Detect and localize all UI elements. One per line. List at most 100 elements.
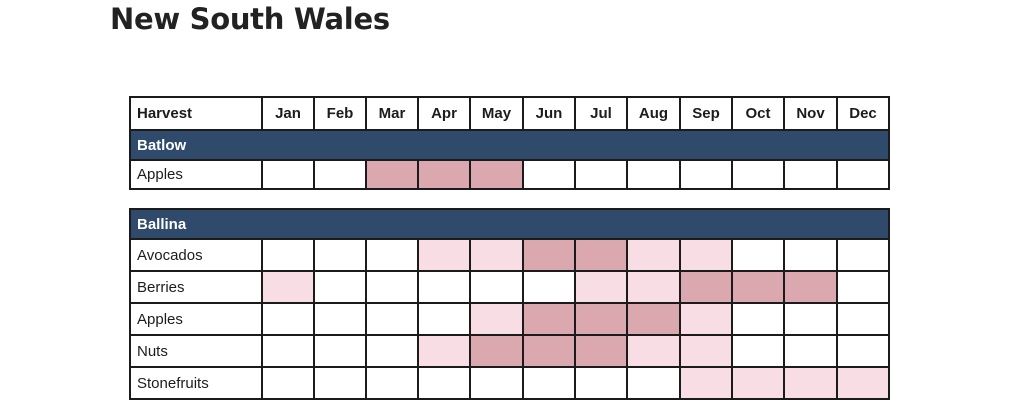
harvest-cell-nov [783, 238, 838, 272]
harvest-cell-aug [626, 159, 681, 190]
harvest-cell-jul [574, 270, 628, 304]
harvest-cell-may [469, 270, 524, 304]
harvest-cell-mar [365, 366, 419, 400]
harvest-cell-nov [783, 334, 838, 368]
harvest-cell-jun [522, 302, 576, 336]
harvest-cell-apr [417, 302, 471, 336]
harvest-cell-feb [313, 366, 367, 400]
harvest-cell-sep [679, 366, 733, 400]
harvest-cell-sep [679, 270, 733, 304]
harvest-cell-dec [835, 302, 891, 336]
crop-name: Berries [129, 270, 263, 304]
harvest-cell-feb [313, 270, 367, 304]
harvest-cell-aug [626, 270, 681, 304]
harvest-cell-jul [574, 334, 628, 368]
harvest-cell-aug [626, 238, 681, 272]
crop-name: Nuts [129, 334, 263, 368]
harvest-cell-mar [365, 159, 419, 190]
harvest-cell-nov [783, 159, 838, 190]
harvest-cell-apr [417, 366, 471, 400]
harvest-cell-oct [731, 302, 785, 336]
harvest-cell-nov [783, 302, 838, 336]
harvest-cell-jul [574, 366, 628, 400]
harvest-cell-dec [836, 159, 890, 190]
harvest-cell-jan [261, 238, 315, 272]
harvest-cell-jan [261, 270, 315, 304]
harvest-cell-sep [679, 238, 733, 272]
month-header-oct: Oct [731, 96, 785, 131]
month-header-apr: Apr [417, 96, 471, 131]
page-title: New South Wales [110, 2, 390, 36]
harvest-cell-apr [417, 159, 471, 190]
crop-row: Avocados [129, 238, 891, 272]
harvest-cell-nov [783, 366, 838, 400]
crop-name: Stonefruits [129, 366, 263, 400]
harvest-table-ballina: Ballina Avocados Berries Apples Nuts Stonefr… [128, 208, 891, 400]
harvest-cell-jun [522, 159, 576, 190]
harvest-cell-jan [261, 159, 315, 190]
harvest-cell-may [469, 366, 524, 400]
crop-name: Avocados [129, 238, 263, 272]
harvest-table-batlow: Harvest Jan Feb Mar Apr May Jun Jul Aug … [129, 96, 890, 190]
region-row: Ballina [128, 208, 891, 240]
harvest-cell-oct [731, 238, 785, 272]
crop-name: Apples [129, 159, 263, 190]
harvest-cell-mar [365, 302, 419, 336]
month-header-dec: Dec [836, 96, 890, 131]
month-header-may: May [469, 96, 524, 131]
harvest-cell-jun [522, 366, 576, 400]
harvest-cell-dec [835, 334, 891, 368]
harvest-cell-aug [626, 334, 681, 368]
crop-row: Stonefruits [129, 366, 891, 400]
month-header-sep: Sep [679, 96, 733, 131]
crop-row: Apples [129, 159, 890, 190]
crop-row: Apples [129, 302, 891, 336]
harvest-cell-mar [365, 334, 419, 368]
harvest-column-header: Harvest [129, 96, 263, 131]
harvest-cell-oct [731, 366, 785, 400]
harvest-cell-oct [731, 159, 785, 190]
harvest-cell-may [469, 334, 524, 368]
month-header-feb: Feb [313, 96, 367, 131]
harvest-cell-mar [365, 270, 419, 304]
harvest-cell-oct [731, 270, 785, 304]
table-header-row: Harvest Jan Feb Mar Apr May Jun Jul Aug … [129, 96, 890, 131]
harvest-cell-sep [679, 302, 733, 336]
harvest-cell-dec [835, 238, 891, 272]
harvest-cell-jan [261, 366, 315, 400]
harvest-cell-feb [313, 238, 367, 272]
harvest-cell-jun [522, 270, 576, 304]
crop-row: Berries [129, 270, 891, 304]
month-header-jan: Jan [261, 96, 315, 131]
harvest-cell-jul [574, 302, 628, 336]
harvest-cell-sep [679, 334, 733, 368]
month-header-mar: Mar [365, 96, 419, 131]
region-name: Ballina [128, 208, 891, 240]
crop-row: Nuts [129, 334, 891, 368]
harvest-cell-may [469, 302, 524, 336]
harvest-cell-feb [313, 302, 367, 336]
month-header-jul: Jul [574, 96, 628, 131]
crop-name: Apples [129, 302, 263, 336]
harvest-cell-aug [626, 302, 681, 336]
harvest-cell-jul [574, 159, 628, 190]
harvest-cell-apr [417, 270, 471, 304]
harvest-cell-mar [365, 238, 419, 272]
harvest-cell-feb [313, 159, 367, 190]
harvest-cell-apr [417, 238, 471, 272]
harvest-cell-dec [835, 366, 891, 400]
month-header-jun: Jun [522, 96, 576, 131]
harvest-cell-jun [522, 238, 576, 272]
harvest-cell-jan [261, 302, 315, 336]
harvest-cell-apr [417, 334, 471, 368]
harvest-cell-feb [313, 334, 367, 368]
harvest-cell-oct [731, 334, 785, 368]
month-header-nov: Nov [783, 96, 838, 131]
harvest-cell-jul [574, 238, 628, 272]
harvest-cell-jan [261, 334, 315, 368]
harvest-cell-sep [679, 159, 733, 190]
harvest-cell-jun [522, 334, 576, 368]
harvest-cell-may [469, 238, 524, 272]
harvest-cell-nov [783, 270, 838, 304]
harvest-cell-may [469, 159, 524, 190]
